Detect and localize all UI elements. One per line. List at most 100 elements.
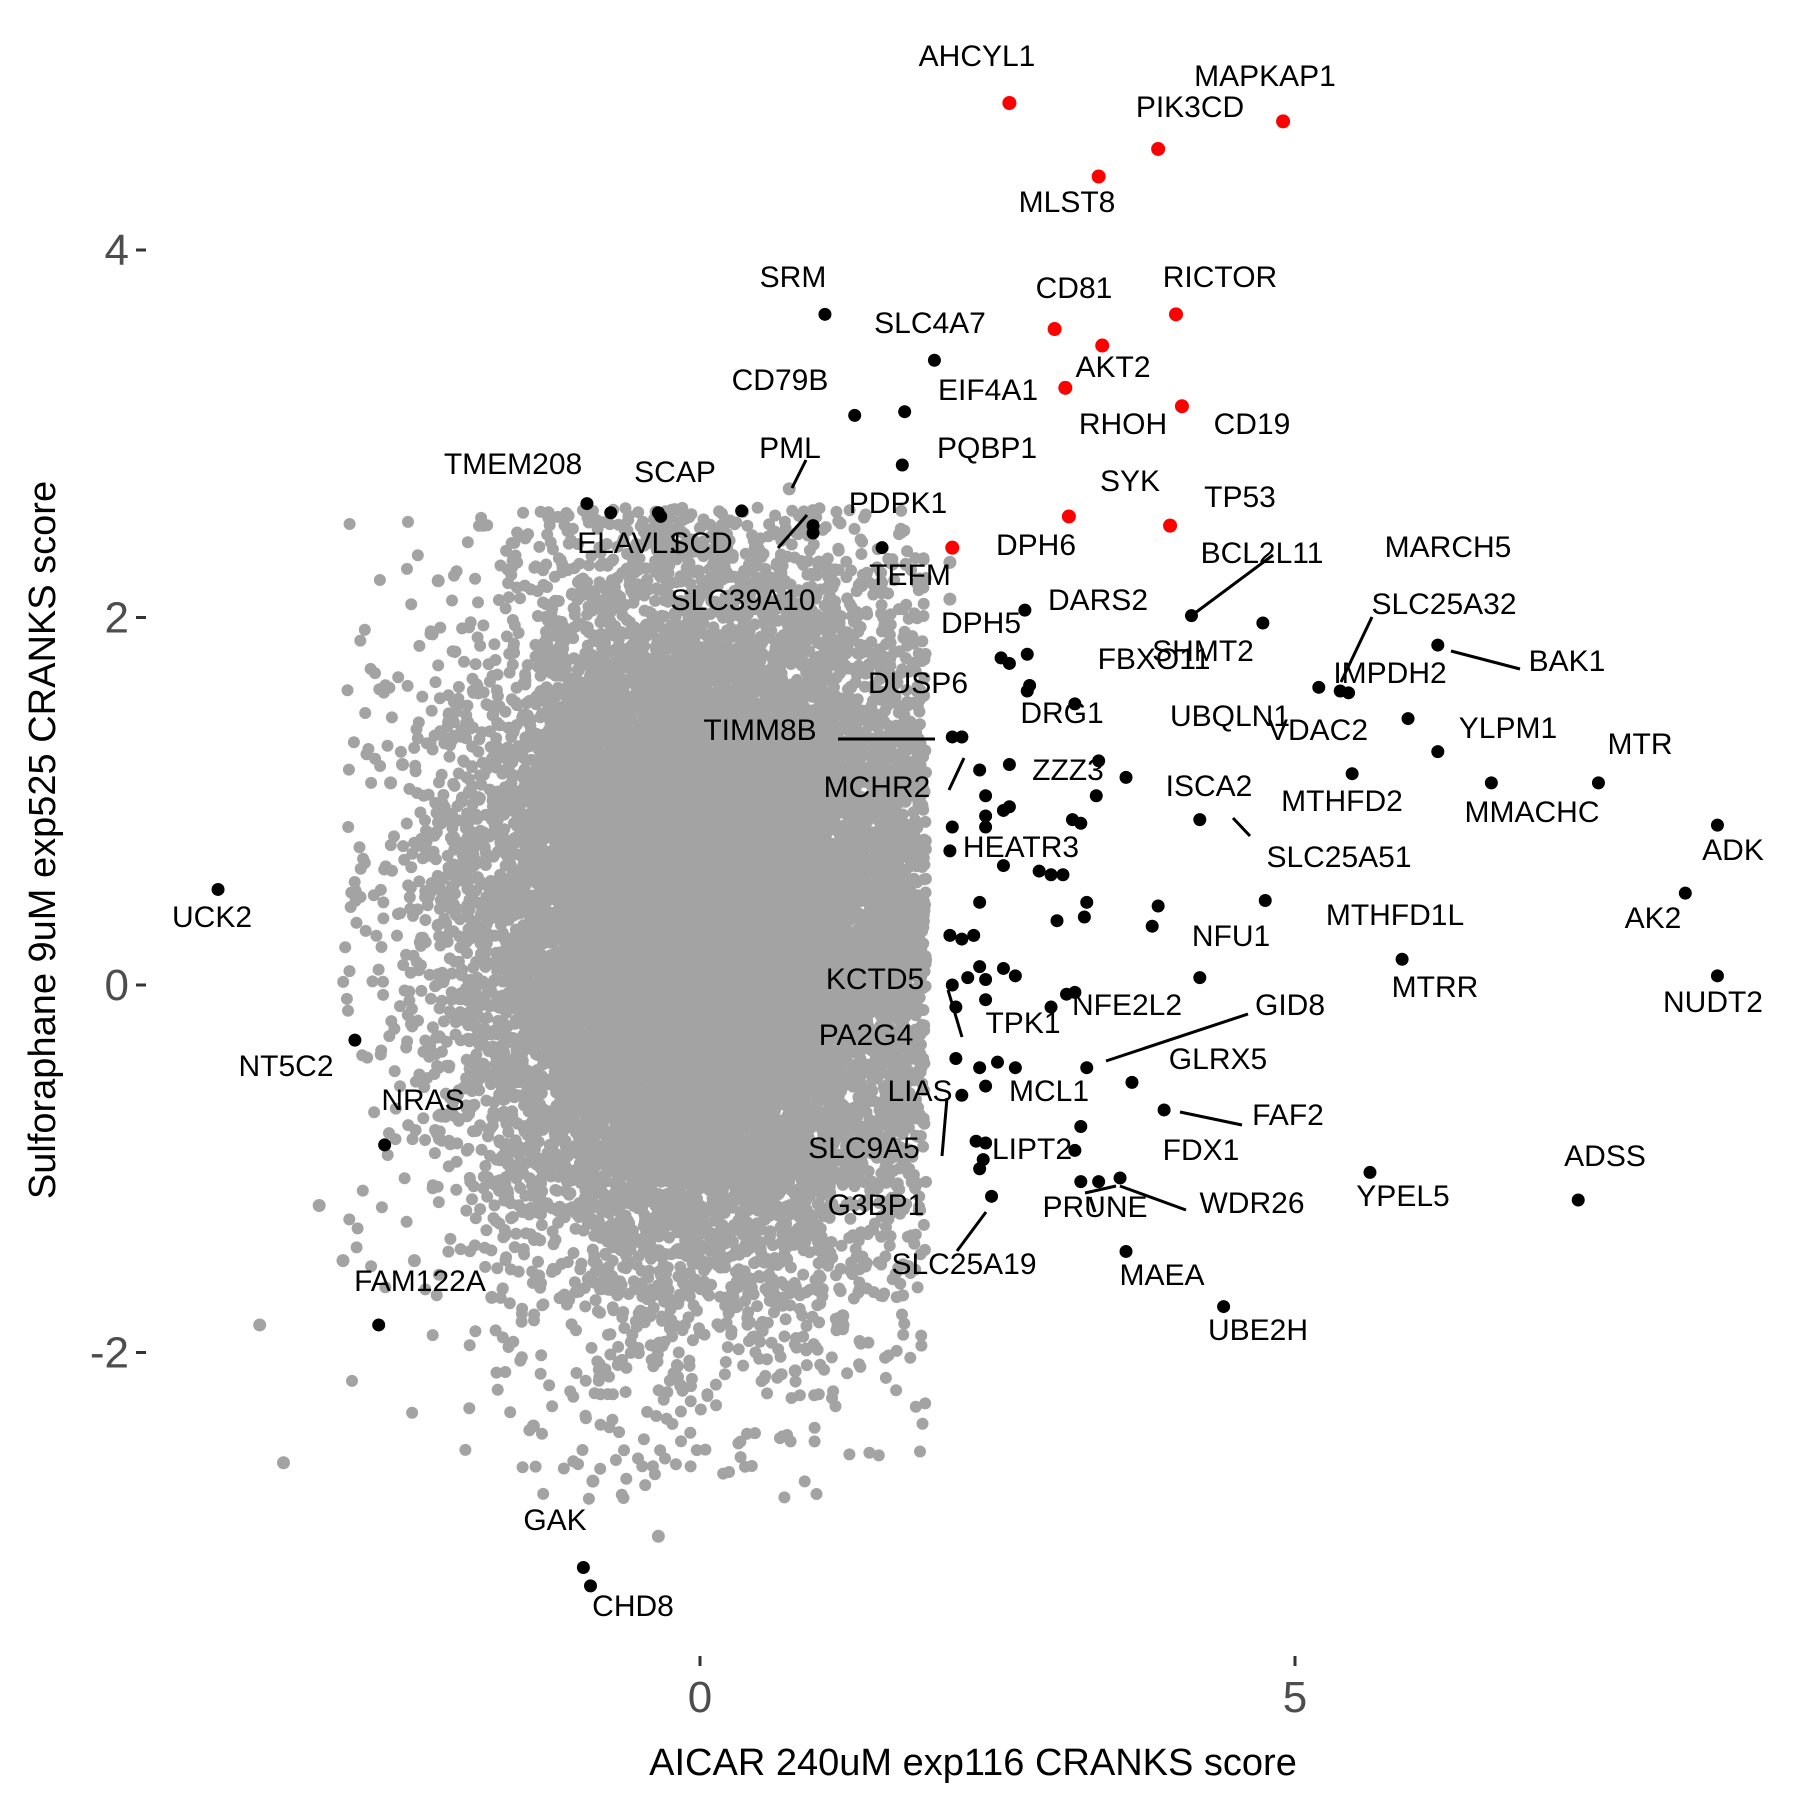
y-axis-ticks: -2 0 2 4 (90, 226, 146, 1378)
gene-point-faf2 (1157, 1103, 1171, 1117)
gene-point-pdpk1 (875, 541, 889, 555)
gene-label-elavl1: ELAVL1 (577, 527, 685, 560)
leader-line (1190, 553, 1274, 618)
gene-label-ahcyl1: AHCYL1 (919, 40, 1036, 73)
gene-point-cd79b (848, 408, 862, 422)
gene-point (1050, 914, 1064, 928)
leader-line (1084, 1184, 1117, 1195)
gene-label-pqbp1: PQBP1 (937, 432, 1037, 465)
leader-line (776, 514, 809, 549)
gene-label-slc25a51: SLC25A51 (1266, 841, 1411, 874)
background-point (396, 758, 409, 771)
background-point (485, 1290, 499, 1304)
gene-point-ubqln1 (1401, 712, 1415, 726)
gene-point-bcl2l11 (1256, 616, 1270, 630)
gene-point-wdr26 (1113, 1171, 1127, 1185)
y-tick-label: -2 (90, 1329, 129, 1378)
y-tick-label: 4 (105, 226, 129, 275)
background-point (943, 592, 957, 606)
gene-label-mtrr: MTRR (1392, 971, 1479, 1004)
gene-point (996, 803, 1010, 817)
highlight-point-ahcyl1 (1002, 96, 1017, 110)
leader-line (955, 1211, 988, 1252)
gene-point-nras (378, 1138, 392, 1152)
gene-label-slc9a5: SLC9A5 (808, 1132, 920, 1165)
leader-line (1088, 1196, 1097, 1213)
gene-point (1089, 789, 1103, 803)
gene-point-mcl1 (1074, 1119, 1088, 1133)
highlight-point-cd81 (1047, 322, 1062, 337)
gene-label-adk: ADK (1702, 834, 1764, 867)
gene-label-tpk1: TPK1 (985, 1007, 1060, 1040)
background-point (407, 1254, 421, 1268)
gene-point-tmem208 (580, 497, 594, 511)
gene-point-mtrr (1395, 952, 1409, 966)
gene-point-slc4a7 (927, 353, 941, 367)
gene-point (979, 1079, 993, 1093)
gene-point-glrx5 (1125, 1075, 1139, 1089)
gene-label-tmem208: TMEM208 (444, 448, 582, 481)
background-point (651, 1529, 665, 1543)
gene-point-prune (1074, 1175, 1088, 1189)
gene-point-pml (735, 504, 749, 518)
gene-point-zzz3 (1092, 754, 1106, 768)
background-point (384, 776, 398, 790)
gene-label-lias: LIAS (887, 1075, 952, 1108)
gene-label-scd: SCD (669, 527, 732, 560)
background-point (836, 1309, 850, 1323)
gene-point-march5 (1342, 686, 1356, 700)
gene-point (1008, 1061, 1022, 1075)
gene-point-nfu1 (1145, 919, 1159, 933)
gene-label-uck2: UCK2 (172, 901, 252, 934)
gene-label-rictor: RICTOR (1163, 261, 1277, 294)
gene-point (996, 859, 1010, 873)
gene-label-fbxo11: FBXO11 (1098, 643, 1211, 676)
gene-point (979, 993, 993, 1007)
gene-point (651, 506, 665, 520)
gene-label-lipt2: LIPT2 (992, 1133, 1072, 1166)
gene-label-rhoh: RHOH (1079, 408, 1167, 441)
gene-point-ypel5 (1363, 1165, 1377, 1179)
gene-label-nudt2: NUDT2 (1663, 986, 1763, 1019)
gene-label-prune: PRUNE (1042, 1191, 1147, 1224)
gene-point (1080, 895, 1094, 909)
gene-label-ypel5: YPEL5 (1356, 1180, 1449, 1213)
gene-label-dars2: DARS2 (1048, 584, 1148, 617)
highlight-point-mapkap1 (1276, 114, 1291, 129)
gene-label-ylpm1: YLPM1 (1459, 712, 1557, 745)
gene-point-isca2 (1119, 770, 1133, 784)
gene-point-uck2 (211, 882, 225, 896)
highlight-point-pik3cd (1151, 141, 1166, 156)
gene-label-wdr26: WDR26 (1199, 1187, 1304, 1220)
gene-point (1020, 684, 1034, 698)
background-point (455, 794, 469, 808)
gene-point-timm8b (945, 730, 959, 744)
gene-point (976, 1153, 990, 1167)
gene-label-faf2: FAF2 (1252, 1099, 1324, 1132)
y-axis-title: Sulforaphane 9uM exp525 CRANKS score (22, 481, 64, 1199)
gene-point (1077, 910, 1091, 924)
gene-point-vdac2 (1431, 745, 1445, 759)
gene-label-mcl1: MCL1 (1009, 1075, 1089, 1108)
gene-point (1002, 758, 1016, 771)
background-point (253, 1318, 267, 1332)
leader-line (940, 1097, 949, 1157)
gene-point-shmt2 (1020, 647, 1034, 661)
gene-label-dusp6: DUSP6 (868, 667, 968, 700)
background-point (800, 592, 814, 606)
gene-point (967, 928, 981, 942)
gene-label-mthfd1l: MTHFD1L (1326, 899, 1464, 932)
gene-label-scap: SCAP (634, 456, 716, 489)
gene-point (943, 844, 957, 858)
highlight-point-rhoh (1058, 380, 1073, 395)
highlight-point-cd19 (1174, 399, 1189, 414)
leader-line (1179, 1110, 1243, 1127)
gene-point-fdx1 (1092, 1175, 1106, 1189)
gene-label-bak1: BAK1 (1529, 645, 1606, 678)
gene-point-ube2h (1217, 1300, 1231, 1314)
gene-point-mthfd2 (1345, 767, 1359, 781)
gene-point (1056, 868, 1070, 882)
gene-label-g3bp1: G3BP1 (828, 1189, 925, 1222)
gene-label-mmachc: MMACHC (1465, 796, 1600, 829)
